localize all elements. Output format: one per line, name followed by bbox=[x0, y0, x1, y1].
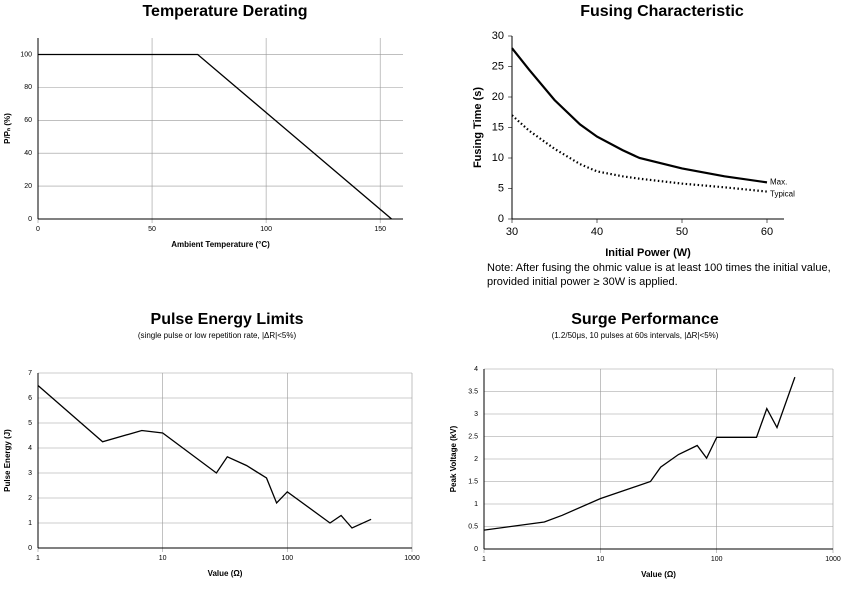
y-tick-label: 7 bbox=[28, 370, 32, 377]
y-tick-label: 2 bbox=[28, 495, 32, 502]
x-tick-label: 150 bbox=[374, 226, 386, 233]
y-tick-label: 15 bbox=[492, 121, 504, 133]
y-tick-label: 2 bbox=[474, 456, 478, 463]
x-tick-label: 1000 bbox=[404, 555, 420, 562]
data-line bbox=[511, 114, 768, 193]
x-tick-label: 1000 bbox=[825, 556, 841, 563]
y-tick-label: 2.5 bbox=[468, 433, 478, 440]
x-tick-label: 30 bbox=[506, 226, 518, 238]
x-axis-label: Value (Ω) bbox=[208, 569, 243, 578]
y-tick-label: 5 bbox=[498, 182, 504, 194]
chart-title: Temperature Derating bbox=[142, 3, 307, 20]
y-axis-label: Pulse Energy (J) bbox=[3, 429, 12, 492]
y-tick-label: 0 bbox=[28, 545, 32, 552]
y-tick-label: 10 bbox=[492, 152, 504, 164]
y-tick-label: 20 bbox=[24, 183, 32, 190]
x-tick-label: 100 bbox=[711, 556, 723, 563]
x-tick-label: 10 bbox=[596, 556, 604, 563]
x-axis-label: Initial Power (W) bbox=[605, 247, 691, 259]
y-tick-label: 6 bbox=[28, 395, 32, 402]
x-tick-label: 40 bbox=[591, 226, 603, 238]
x-tick-label: 100 bbox=[260, 226, 272, 233]
x-tick-label: 10 bbox=[159, 555, 167, 562]
y-axis-label: Fusing Time (s) bbox=[472, 87, 484, 168]
data-line bbox=[37, 385, 372, 529]
y-tick-label: 3 bbox=[474, 411, 478, 418]
x-tick-label: 0 bbox=[36, 226, 40, 233]
x-tick-label: 1 bbox=[482, 556, 486, 563]
x-tick-label: 100 bbox=[281, 555, 293, 562]
x-tick-label: 1 bbox=[36, 555, 40, 562]
x-axis-label: Ambient Temperature (°C) bbox=[171, 240, 270, 249]
y-axis-label: P/Pₙ (%) bbox=[3, 113, 12, 144]
y-tick-label: 0.5 bbox=[468, 523, 478, 530]
chart-subtitle: (single pulse or low repetition rate, |Δ… bbox=[138, 331, 297, 340]
y-tick-label: 0 bbox=[474, 546, 478, 553]
y-tick-label: 25 bbox=[492, 60, 504, 72]
chart-title: Pulse Energy Limits bbox=[151, 311, 304, 328]
y-tick-label: 0 bbox=[28, 216, 32, 223]
y-tick-label: 4 bbox=[474, 366, 478, 373]
note: Note: After fusing the ohmic value is at… bbox=[487, 262, 831, 274]
data-line bbox=[511, 47, 768, 184]
x-tick-label: 60 bbox=[761, 226, 773, 238]
y-tick-label: 40 bbox=[24, 150, 32, 157]
y-tick-label: 4 bbox=[28, 445, 32, 452]
series-label: Typical bbox=[770, 190, 795, 199]
y-tick-label: 60 bbox=[24, 117, 32, 124]
series-label: Max. bbox=[770, 178, 787, 187]
x-tick-label: 50 bbox=[676, 226, 688, 238]
y-tick-label: 1 bbox=[474, 501, 478, 508]
y-axis-label: Peak Voltage (kV) bbox=[449, 425, 458, 492]
y-tick-label: 1 bbox=[28, 520, 32, 527]
y-tick-label: 3.5 bbox=[468, 388, 478, 395]
note: provided initial power ≥ 30W is applied. bbox=[487, 276, 678, 288]
y-tick-label: 1.5 bbox=[468, 478, 478, 485]
data-line bbox=[38, 53, 393, 220]
chart-title: Surge Performance bbox=[571, 311, 719, 328]
y-tick-label: 100 bbox=[20, 51, 32, 58]
y-tick-label: 3 bbox=[28, 470, 32, 477]
x-tick-label: 50 bbox=[148, 226, 156, 233]
y-tick-label: 30 bbox=[492, 30, 504, 42]
chart-subtitle: (1.2/50μs, 10 pulses at 60s intervals, |… bbox=[552, 331, 719, 340]
data-line bbox=[483, 376, 796, 531]
y-tick-label: 0 bbox=[498, 213, 504, 225]
y-tick-label: 5 bbox=[28, 420, 32, 427]
y-tick-label: 80 bbox=[24, 84, 32, 91]
x-axis-label: Value (Ω) bbox=[641, 570, 676, 579]
y-tick-label: 20 bbox=[492, 91, 504, 103]
chart-title: Fusing Characteristic bbox=[580, 3, 744, 20]
